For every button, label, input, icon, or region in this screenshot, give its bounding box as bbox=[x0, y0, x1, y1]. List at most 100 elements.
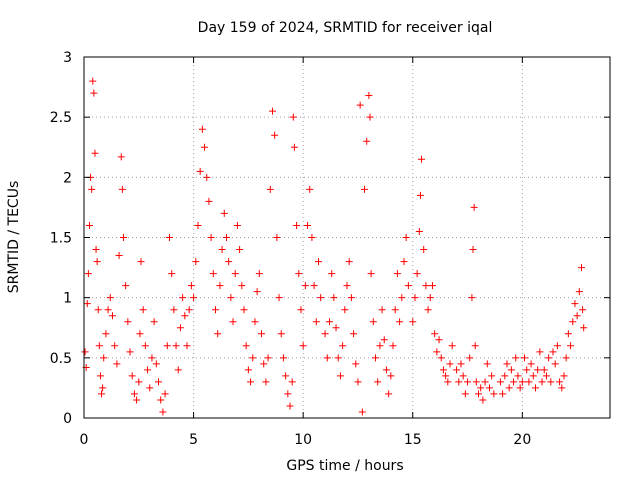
data-point bbox=[549, 348, 557, 356]
data-point bbox=[299, 342, 307, 350]
data-point bbox=[286, 402, 294, 410]
data-point bbox=[190, 294, 198, 302]
data-point bbox=[389, 342, 397, 350]
data-point bbox=[141, 342, 149, 350]
data-point bbox=[516, 384, 524, 392]
data-point bbox=[150, 318, 158, 326]
data-point bbox=[490, 390, 498, 398]
data-point bbox=[444, 378, 452, 386]
data-point bbox=[146, 384, 154, 392]
data-point bbox=[437, 354, 445, 362]
data-point bbox=[179, 294, 187, 302]
data-point bbox=[247, 378, 255, 386]
data-point bbox=[290, 143, 298, 151]
data-point bbox=[343, 282, 351, 290]
data-point bbox=[85, 221, 93, 229]
data-point bbox=[136, 330, 144, 338]
data-point bbox=[402, 234, 410, 241]
data-point bbox=[240, 306, 248, 314]
data-point bbox=[91, 149, 99, 157]
data-point bbox=[148, 354, 156, 362]
data-point bbox=[556, 378, 564, 386]
data-point bbox=[196, 167, 204, 175]
data-point bbox=[203, 173, 211, 181]
data-point bbox=[84, 270, 92, 278]
data-point bbox=[100, 354, 108, 362]
data-point bbox=[336, 372, 344, 380]
data-point bbox=[424, 306, 432, 314]
data-point bbox=[306, 185, 314, 193]
data-point bbox=[176, 324, 184, 332]
data-point bbox=[289, 113, 297, 121]
data-point bbox=[183, 342, 191, 350]
data-point bbox=[518, 378, 526, 386]
data-point bbox=[371, 354, 379, 362]
y-tick-label: 3 bbox=[63, 50, 72, 66]
data-point bbox=[567, 342, 575, 350]
data-point bbox=[310, 282, 318, 290]
data-point bbox=[251, 318, 259, 326]
data-point bbox=[398, 294, 406, 302]
y-tick-label: 2.5 bbox=[50, 110, 72, 126]
data-point bbox=[575, 288, 583, 296]
data-point bbox=[466, 354, 474, 362]
data-point bbox=[396, 318, 404, 326]
data-point bbox=[579, 306, 587, 314]
data-point bbox=[92, 246, 100, 254]
data-point bbox=[301, 282, 309, 290]
data-point bbox=[501, 372, 509, 380]
data-point bbox=[297, 306, 305, 314]
data-point bbox=[187, 282, 195, 290]
data-point bbox=[118, 185, 126, 193]
data-point bbox=[262, 378, 270, 386]
data-point bbox=[218, 246, 226, 254]
data-point bbox=[157, 396, 165, 404]
data-point bbox=[562, 354, 570, 362]
data-point bbox=[503, 360, 511, 368]
x-tick-label: 15 bbox=[404, 432, 422, 448]
data-point bbox=[475, 390, 482, 398]
data-point bbox=[385, 390, 393, 398]
data-point bbox=[238, 282, 246, 290]
data-point bbox=[471, 342, 479, 350]
data-point bbox=[185, 306, 193, 314]
data-point bbox=[472, 378, 480, 386]
data-point bbox=[255, 270, 263, 278]
data-point bbox=[499, 390, 507, 398]
data-point bbox=[468, 294, 476, 302]
data-point bbox=[181, 312, 189, 320]
data-point bbox=[536, 348, 544, 356]
data-point bbox=[374, 378, 382, 386]
data-point bbox=[477, 384, 485, 392]
data-point bbox=[264, 354, 272, 362]
data-point bbox=[488, 372, 496, 380]
data-point bbox=[345, 258, 353, 266]
data-point bbox=[400, 258, 408, 266]
data-point bbox=[192, 258, 200, 266]
data-point bbox=[558, 384, 566, 392]
data-point bbox=[514, 372, 522, 380]
data-point bbox=[304, 221, 312, 229]
data-point bbox=[293, 221, 301, 229]
data-point bbox=[268, 107, 276, 115]
data-point bbox=[312, 318, 320, 326]
data-point bbox=[90, 89, 98, 97]
data-point bbox=[569, 318, 577, 326]
data-point bbox=[122, 282, 130, 290]
data-point bbox=[521, 354, 529, 362]
data-point bbox=[404, 282, 412, 290]
data-point bbox=[253, 288, 261, 296]
y-tick-label: 0 bbox=[63, 411, 72, 427]
data-point bbox=[266, 185, 274, 193]
data-point bbox=[144, 366, 152, 374]
data-point bbox=[560, 372, 568, 380]
data-point bbox=[380, 336, 388, 344]
data-point bbox=[356, 101, 364, 109]
data-point bbox=[426, 294, 434, 302]
y-tick-label: 2 bbox=[63, 170, 72, 186]
data-point bbox=[409, 318, 417, 326]
data-point bbox=[170, 306, 178, 314]
data-point bbox=[479, 396, 487, 404]
data-point bbox=[161, 390, 169, 398]
